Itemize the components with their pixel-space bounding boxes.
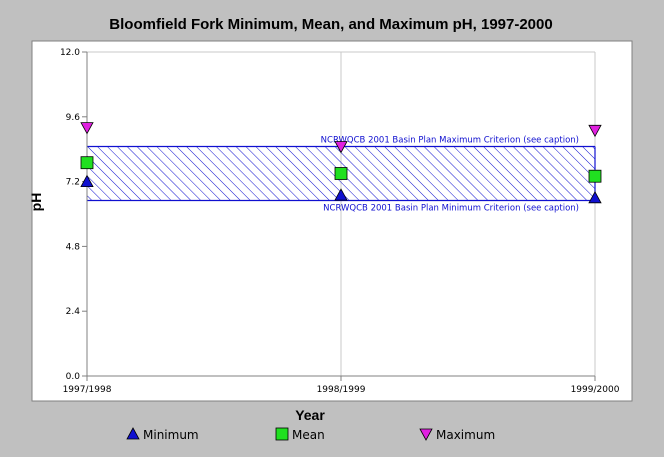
legend-minimum-marker [126,427,140,440]
minimum-point [334,188,348,201]
minimum-point [80,174,94,188]
axes-layer: 0.0 2.4 4.8 7.2 9.6 12.0 1997/1998 1998/1999 199… [60,48,620,395]
y-axis-label: pH [28,193,44,212]
mean-point [334,167,348,180]
grid-layer [87,51,596,376]
maximum-point [80,122,94,135]
chart-title: Bloomfield Fork Minimum, Mean, and Maxim… [109,16,552,33]
y-tick-label: 0.0 [66,372,81,382]
legend-maximum-marker [419,428,433,441]
criteria-max-label: NCRWQCB 2001 Basin Plan Maximum Criterio… [321,136,579,146]
legend: Minimum Mean Maximum [126,427,495,442]
legend-mean-label: Mean [292,428,325,442]
maximum-point [588,124,602,138]
legend-mean-marker [275,427,289,441]
minimum-point [588,190,602,204]
mean-point [80,156,94,170]
chart-frame [31,40,633,402]
x-axis-label: Year [295,407,325,423]
y-tick-label: 2.4 [66,307,81,317]
y-tick-label: 4.8 [66,242,81,252]
y-tick-label: 7.2 [66,178,80,188]
x-tick-label: 1997/1998 [63,385,112,395]
x-tick-label: 1998/1999 [317,385,366,395]
y-tick-label: 12.0 [60,48,80,58]
mean-point [588,169,602,183]
legend-minimum-label: Minimum [143,428,199,442]
x-tick-label: 1999/2000 [571,385,620,395]
y-tick-label: 9.6 [66,113,81,123]
marks-layer [80,122,602,204]
legend-maximum-label: Maximum [436,428,495,442]
maximum-point [334,141,348,154]
criteria-min-label: NCRWQCB 2001 Basin Plan Minimum Criterio… [323,204,579,214]
